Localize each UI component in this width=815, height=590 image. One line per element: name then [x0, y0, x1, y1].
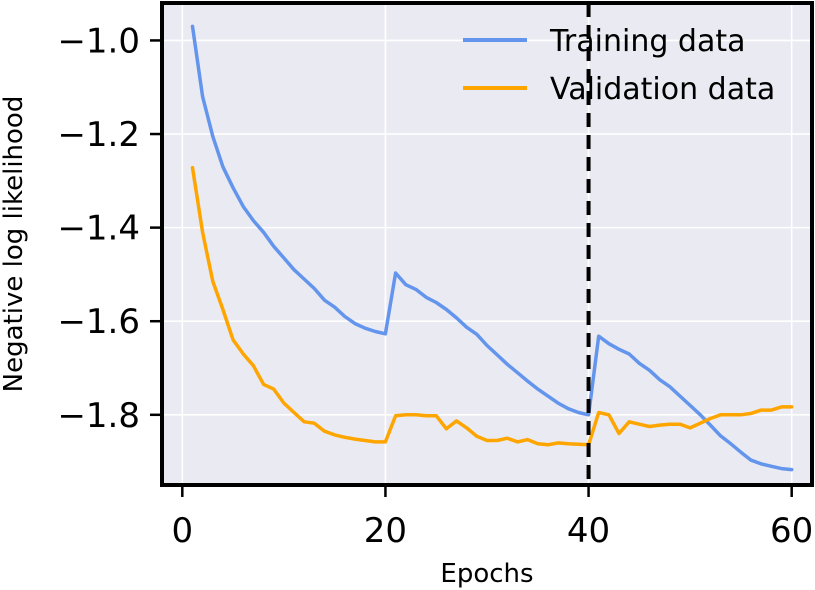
legend-label: Validation data	[550, 72, 775, 107]
plot-frame	[160, 1, 814, 487]
x-tick-label: 40	[567, 511, 610, 551]
ticks: 0 20 40 60 −1.0 −1.2 −1.4 −1.6 −1.8	[57, 21, 813, 551]
y-tick-label: −1.6	[57, 302, 140, 342]
y-axis-label: Negative log likelihood	[0, 96, 29, 393]
legend-label: Training data	[549, 24, 745, 59]
grid	[162, 3, 812, 485]
x-tick-label: 60	[770, 511, 813, 551]
series-line-training	[190, 24, 794, 472]
y-tick-label: −1.0	[57, 21, 140, 61]
legend: Training data Validation data	[463, 24, 775, 107]
x-tick-label: 20	[364, 511, 407, 551]
y-tick-label: −1.2	[57, 115, 140, 155]
x-tick-label: 0	[171, 511, 193, 551]
series-layer	[190, 24, 794, 472]
x-axis-label: Epochs	[440, 559, 533, 589]
y-tick-label: −1.4	[57, 209, 140, 249]
series-line-validation	[190, 165, 794, 447]
y-tick-label: −1.8	[57, 396, 140, 436]
